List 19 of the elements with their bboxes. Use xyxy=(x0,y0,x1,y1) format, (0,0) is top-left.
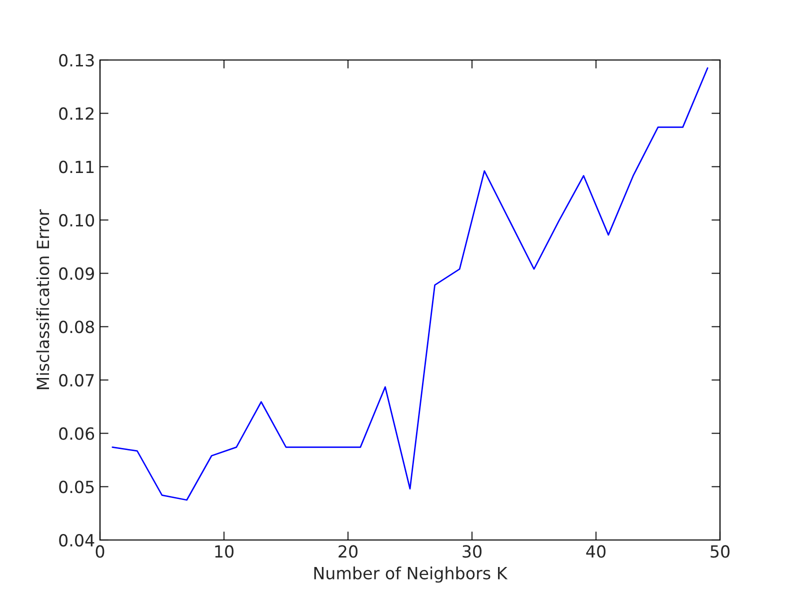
y-tick-label: 0.07 xyxy=(59,374,94,387)
y-tick-label: 0.09 xyxy=(59,267,94,280)
y-tick-label: 0.12 xyxy=(59,107,94,120)
x-tick-label: 40 xyxy=(586,545,606,558)
y-tick-label: 0.06 xyxy=(59,427,94,440)
y-tick-label: 0.13 xyxy=(59,54,94,67)
x-axis-title: Number of Neighbors K xyxy=(314,566,508,583)
y-tick-label: 0.04 xyxy=(59,534,94,547)
y-tick-label: 0.05 xyxy=(59,480,94,494)
line-series xyxy=(112,67,708,501)
y-tick-label: 0.08 xyxy=(59,320,94,334)
y-tick-label: 0.11 xyxy=(59,160,94,174)
y-axis-title: Misclassification Error xyxy=(36,209,50,390)
x-tick-label: 0 xyxy=(96,545,104,558)
x-tick-label: 20 xyxy=(338,545,358,558)
x-tick-label: 30 xyxy=(462,545,482,558)
x-tick-label: 10 xyxy=(215,545,234,558)
x-tick-label: 50 xyxy=(710,545,730,558)
y-tick-label: 0.10 xyxy=(59,214,94,227)
